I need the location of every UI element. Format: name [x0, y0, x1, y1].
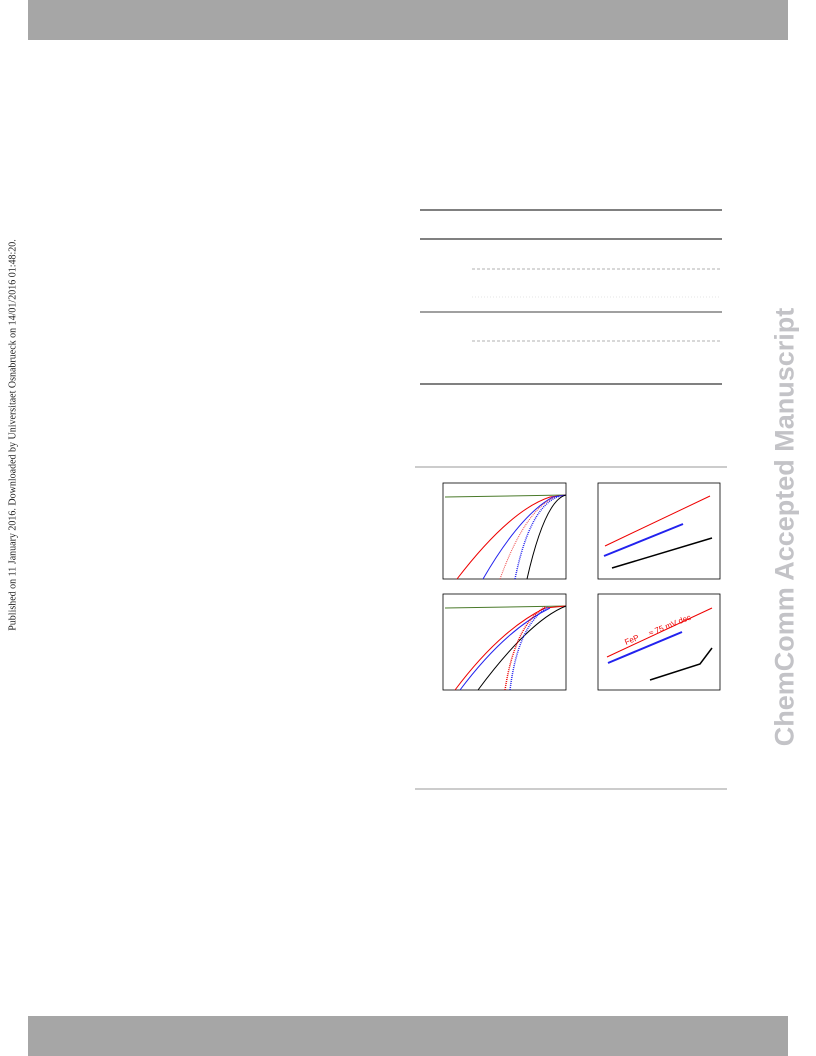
- annotation: FeP: [623, 633, 640, 647]
- plot-panels: [442, 482, 721, 691]
- footer-bar: [28, 1016, 788, 1056]
- header-bar: [28, 0, 788, 40]
- plot-curves: [444, 494, 713, 691]
- figure-frame: [415, 466, 727, 790]
- annotation: ≈ 75 mV dec: [647, 613, 692, 638]
- table-rules: [420, 209, 722, 385]
